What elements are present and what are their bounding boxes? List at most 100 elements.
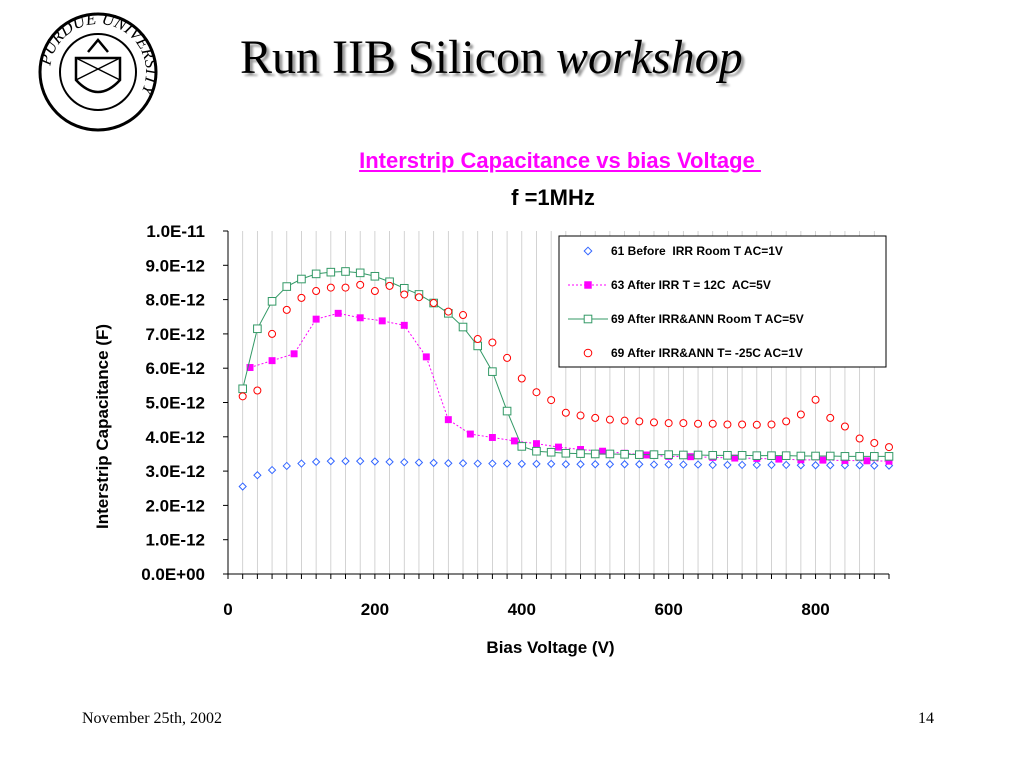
data-point — [458, 322, 468, 332]
data-point — [546, 459, 556, 469]
legend-marker — [583, 348, 593, 358]
data-point — [576, 449, 585, 458]
data-point — [444, 416, 452, 424]
data-point — [826, 413, 835, 422]
data-point — [297, 293, 306, 302]
data-point — [590, 449, 600, 459]
data-point — [620, 460, 629, 469]
y-tick-label: 1.0E-11 — [146, 222, 205, 241]
data-point — [679, 419, 688, 428]
data-point — [811, 395, 820, 404]
data-point — [855, 452, 864, 461]
data-point — [334, 309, 342, 317]
legend-marker — [584, 281, 592, 289]
data-point — [311, 457, 321, 467]
data-point — [290, 350, 298, 358]
legend: 61 Before IRR Room T AC=1V 63 After IRR T… — [558, 235, 887, 368]
data-point — [414, 293, 423, 302]
data-point — [605, 415, 614, 424]
data-point — [679, 460, 688, 469]
legend-label: 69 After IRR&ANN Room T AC=5V — [611, 312, 804, 326]
y-tick-label: 8.0E-12 — [145, 291, 205, 310]
data-point — [400, 321, 408, 329]
y-tick-label: 1.0E-12 — [145, 531, 205, 550]
data-point — [561, 408, 570, 417]
data-point — [694, 419, 703, 428]
data-point — [811, 461, 820, 470]
data-point — [635, 417, 644, 426]
data-point — [731, 454, 739, 462]
data-point — [356, 280, 365, 289]
data-point — [253, 471, 262, 480]
data-point — [781, 451, 791, 460]
page-number: 14 — [918, 710, 934, 727]
data-point — [591, 460, 600, 469]
data-point — [267, 465, 277, 475]
data-point — [488, 459, 497, 468]
data-point — [796, 461, 806, 470]
y-tick-label: 6.0E-12 — [145, 359, 205, 378]
data-point — [708, 451, 718, 460]
data-point — [341, 456, 350, 466]
data-point — [767, 420, 776, 429]
legend-marker — [583, 314, 593, 324]
data-point — [855, 434, 864, 443]
x-tick-label: 0 — [223, 600, 232, 619]
data-point — [422, 353, 430, 361]
data-point — [855, 461, 864, 470]
data-point — [341, 283, 350, 292]
data-point — [268, 329, 277, 338]
data-point — [723, 451, 732, 460]
data-point — [473, 341, 483, 351]
data-point — [826, 461, 835, 470]
data-point — [473, 335, 482, 344]
data-point — [620, 416, 629, 425]
data-point — [503, 353, 512, 362]
data-point — [591, 413, 600, 422]
data-point — [326, 283, 335, 292]
data-point — [687, 453, 695, 461]
data-point — [517, 459, 526, 469]
data-point — [326, 456, 336, 466]
data-point — [517, 442, 527, 451]
data-point — [884, 452, 894, 461]
data-point — [708, 419, 717, 428]
data-point — [649, 460, 659, 469]
data-point — [649, 450, 659, 459]
data-point — [723, 460, 732, 470]
chart-title: Interstrip Capacitance vs bias Voltage — [359, 148, 761, 173]
legend-marker — [583, 246, 593, 256]
data-point — [282, 282, 292, 291]
data-point — [282, 305, 291, 314]
data-point — [458, 459, 468, 468]
data-point — [459, 311, 468, 320]
data-point — [355, 456, 365, 466]
data-point — [635, 460, 644, 469]
data-point — [311, 269, 321, 279]
data-point — [385, 457, 394, 467]
y-tick-label: 3.0E-12 — [145, 462, 205, 481]
data-point — [356, 314, 364, 322]
data-point — [246, 364, 254, 371]
data-point — [466, 430, 474, 438]
data-point — [840, 422, 849, 431]
data-point — [517, 374, 526, 383]
data-point — [885, 443, 893, 452]
data-point — [649, 418, 658, 427]
data-point — [502, 459, 512, 468]
y-tick-label: 5.0E-12 — [145, 394, 205, 413]
data-point — [546, 447, 556, 457]
legend-label: 69 After IRR&ANN T= -25C AC=1V — [611, 346, 803, 360]
data-point — [863, 457, 871, 465]
data-point — [737, 451, 747, 460]
data-point — [510, 437, 518, 445]
data-point — [312, 315, 320, 323]
data-point — [400, 457, 409, 467]
purdue-university-seal-logo: PURDUE UNIVERSITY — [35, 9, 161, 132]
data-point — [561, 448, 571, 458]
legend-box — [558, 235, 887, 368]
data-point — [341, 267, 350, 276]
data-point — [781, 460, 791, 470]
data-point — [532, 459, 541, 469]
